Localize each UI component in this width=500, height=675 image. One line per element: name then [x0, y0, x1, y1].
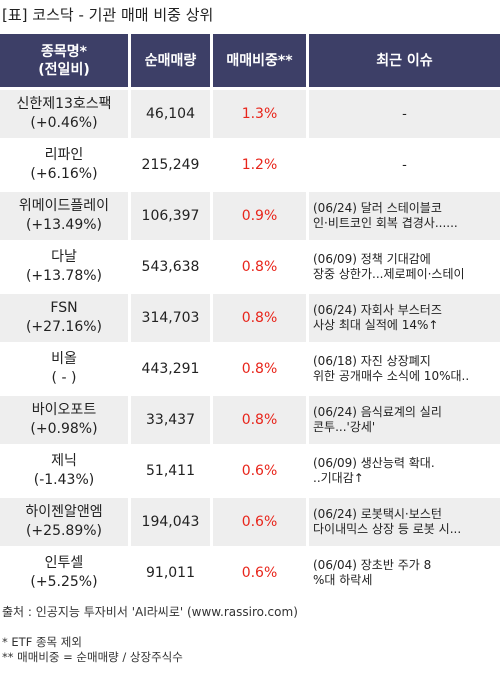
- table-row: 제닉 (-1.43%) 51,411 0.6% (06/09) 생산능력 확대. ..기…: [0, 447, 500, 498]
- table-row: 비올 ( - ) 443,291 0.8% (06/18) 자진 상장폐지 위한 공개매…: [0, 345, 500, 396]
- stock-change: ( - ): [51, 370, 77, 386]
- stock-name-cell: 바이오포트 (+0.98%): [0, 396, 131, 447]
- net-volume: 46,104: [131, 90, 213, 141]
- header-name-line1: 종목명*: [41, 43, 87, 60]
- stock-name-cell: 위메이드플레이 (+13.49%): [0, 192, 131, 243]
- stock-name: 리파인: [44, 147, 84, 163]
- net-volume: 194,043: [131, 498, 213, 549]
- recent-issue: (06/24) 자회사 부스터즈 사상 최대 실적에 14%↑: [309, 294, 500, 345]
- stock-change: (-1.43%): [33, 472, 95, 488]
- net-volume: 91,011: [131, 549, 213, 600]
- net-volume: 543,638: [131, 243, 213, 294]
- recent-issue: (06/09) 생산능력 확대. ..기대감↑: [309, 447, 500, 498]
- page-title: [표] 코스닥 - 기관 매매 비중 상위: [2, 6, 214, 24]
- table-row: 바이오포트 (+0.98%) 33,437 0.8% (06/24) 음식료계의 실리 …: [0, 396, 500, 447]
- footnotes: * ETF 종목 제외 ** 매매비중 = 순매매량 / 상장주식수: [0, 635, 183, 665]
- recent-issue: (06/18) 자진 상장폐지 위한 공개매수 소식에 10%대..: [309, 345, 500, 396]
- table-row: 신한제13호스팩 (+0.46%) 46,104 1.3% -: [0, 90, 500, 141]
- stock-name-cell: 리파인 (+6.16%): [0, 141, 131, 192]
- stock-change: (+13.78%): [25, 268, 103, 284]
- trade-ratio: 0.6%: [213, 549, 309, 600]
- recent-issue: (06/24) 음식료계의 실리 콘투...'강세': [309, 396, 500, 447]
- table-row: 인투셀 (+5.25%) 91,011 0.6% (06/04) 장초반 주가 8 %대…: [0, 549, 500, 600]
- table-header-row: 종목명* (전일비) 순매매량 매매비중** 최근 이슈: [0, 34, 500, 90]
- trade-ratio: 1.2%: [213, 141, 309, 192]
- trade-ratio: 1.3%: [213, 90, 309, 141]
- trade-ratio: 0.8%: [213, 345, 309, 396]
- stock-name: 위메이드플레이: [18, 198, 110, 214]
- recent-issue: -: [309, 141, 500, 192]
- stock-name-cell: 제닉 (-1.43%): [0, 447, 131, 498]
- stock-change: (+5.25%): [30, 574, 98, 590]
- stock-name-cell: 하이젠알앤엠 (+25.89%): [0, 498, 131, 549]
- stock-name: 비올: [51, 351, 77, 367]
- stock-change: (+6.16%): [30, 166, 98, 182]
- stock-name-cell: FSN (+27.16%): [0, 294, 131, 345]
- stock-change: (+0.98%): [30, 421, 98, 437]
- recent-issue: (06/04) 장초반 주가 8 %대 하락세: [309, 549, 500, 600]
- recent-issue: -: [309, 90, 500, 141]
- trade-ratio: 0.6%: [213, 447, 309, 498]
- table-row: 리파인 (+6.16%) 215,249 1.2% -: [0, 141, 500, 192]
- stock-name: 신한제13호스팩: [16, 96, 112, 112]
- recent-issue: (06/09) 정책 기대감에 장중 상한가...제로페이·스테이: [309, 243, 500, 294]
- net-volume: 314,703: [131, 294, 213, 345]
- trade-ratio: 0.8%: [213, 396, 309, 447]
- header-ratio: 매매비중**: [213, 34, 309, 90]
- stock-name-cell: 인투셀 (+5.25%): [0, 549, 131, 600]
- stock-name-cell: 비올 ( - ): [0, 345, 131, 396]
- table-body: 신한제13호스팩 (+0.46%) 46,104 1.3% - 리파인 (+6.16%) 21…: [0, 90, 500, 600]
- net-volume: 33,437: [131, 396, 213, 447]
- institution-trading-table: 종목명* (전일비) 순매매량 매매비중** 최근 이슈 신한제13호스팩 (+0…: [0, 34, 500, 600]
- table-row: 위메이드플레이 (+13.49%) 106,397 0.9% (06/24) 달러 스테…: [0, 192, 500, 243]
- recent-issue: (06/24) 로봇택시·보스턴 다이내믹스 상장 등 로봇 시...: [309, 498, 500, 549]
- stock-name: FSN: [50, 300, 78, 316]
- header-name-line2: (전일비): [38, 61, 90, 78]
- stock-change: (+27.16%): [25, 319, 103, 335]
- table-row: 하이젠알앤엠 (+25.89%) 194,043 0.6% (06/24) 로봇택시·보…: [0, 498, 500, 549]
- footnote-etf: * ETF 종목 제외: [2, 635, 82, 649]
- stock-name: 다날: [51, 249, 77, 265]
- stock-change: (+13.49%): [25, 217, 103, 233]
- net-volume: 106,397: [131, 192, 213, 243]
- stock-name: 인투셀: [44, 555, 84, 571]
- source-note: 출처 : 인공지능 투자비서 'AI라씨로' (www.rassiro.com): [2, 605, 298, 619]
- recent-issue: (06/24) 달러 스테이블코 인·비트코인 회복 겹경사......: [309, 192, 500, 243]
- stock-name: 바이오포트: [31, 402, 97, 418]
- stock-change: (+25.89%): [25, 523, 103, 539]
- stock-name-cell: 다날 (+13.78%): [0, 243, 131, 294]
- net-volume: 215,249: [131, 141, 213, 192]
- header-issue: 최근 이슈: [309, 34, 500, 90]
- header-name: 종목명* (전일비): [0, 34, 131, 90]
- stock-name: 제닉: [51, 453, 77, 469]
- net-volume: 443,291: [131, 345, 213, 396]
- trade-ratio: 0.9%: [213, 192, 309, 243]
- stock-name: 하이젠알앤엠: [25, 504, 103, 520]
- header-volume: 순매매량: [131, 34, 213, 90]
- table-row: FSN (+27.16%) 314,703 0.8% (06/24) 자회사 부스터즈 …: [0, 294, 500, 345]
- table-row: 다날 (+13.78%) 543,638 0.8% (06/09) 정책 기대감에 장중…: [0, 243, 500, 294]
- trade-ratio: 0.8%: [213, 294, 309, 345]
- trade-ratio: 0.6%: [213, 498, 309, 549]
- stock-change: (+0.46%): [30, 115, 98, 131]
- trade-ratio: 0.8%: [213, 243, 309, 294]
- footnote-ratio: ** 매매비중 = 순매매량 / 상장주식수: [2, 650, 183, 664]
- stock-name-cell: 신한제13호스팩 (+0.46%): [0, 90, 131, 141]
- net-volume: 51,411: [131, 447, 213, 498]
